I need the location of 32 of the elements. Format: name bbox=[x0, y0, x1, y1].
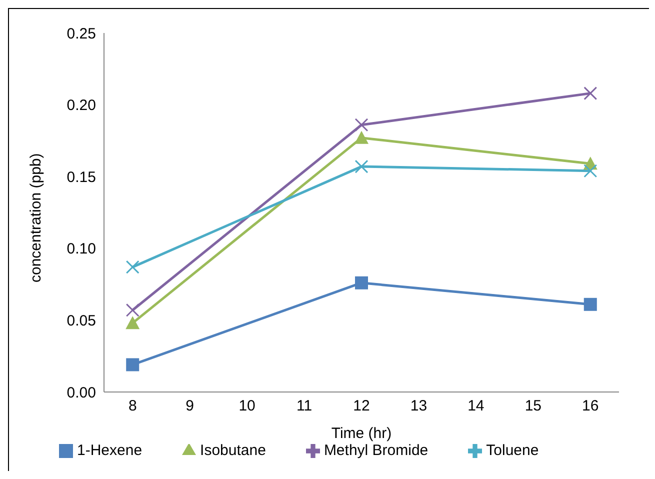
legend-label: Methyl Bromide bbox=[324, 442, 428, 459]
x-tick-label: 13 bbox=[410, 398, 428, 415]
legend-label: Isobutane bbox=[200, 442, 266, 459]
point bbox=[126, 260, 140, 274]
x-tick-label: 10 bbox=[238, 398, 256, 415]
legend-label: 1-Hexene bbox=[77, 442, 142, 459]
point bbox=[584, 298, 597, 311]
y-tick-label: 0.20 bbox=[66, 97, 96, 114]
y-tick-label: 0.00 bbox=[66, 384, 96, 402]
point bbox=[126, 358, 140, 372]
x-tick-label: 12 bbox=[353, 398, 370, 415]
x-axis-title: Time (hr) bbox=[331, 425, 392, 442]
point bbox=[584, 86, 598, 100]
x-tick-label: 8 bbox=[128, 398, 137, 415]
point bbox=[584, 164, 598, 178]
y-axis-title: concentration (ppb) bbox=[27, 153, 44, 282]
point bbox=[126, 316, 140, 330]
x-tick-label: 14 bbox=[468, 398, 484, 415]
y-tick-label: 0.10 bbox=[66, 240, 96, 258]
point bbox=[355, 276, 368, 290]
point bbox=[126, 303, 140, 317]
x-tick-label: 15 bbox=[524, 398, 542, 415]
legend-label: Toluene bbox=[486, 442, 539, 459]
x-tick-label: 11 bbox=[296, 398, 312, 415]
y-tick-label: 0.15 bbox=[66, 168, 96, 186]
point bbox=[354, 160, 368, 174]
x-tick-label: 16 bbox=[582, 398, 599, 415]
y-tick-label: 0.25 bbox=[66, 25, 96, 42]
x-tick-label: 9 bbox=[186, 398, 194, 415]
point bbox=[354, 118, 368, 132]
point bbox=[354, 130, 368, 144]
y-tick-label: 0.05 bbox=[66, 312, 96, 330]
